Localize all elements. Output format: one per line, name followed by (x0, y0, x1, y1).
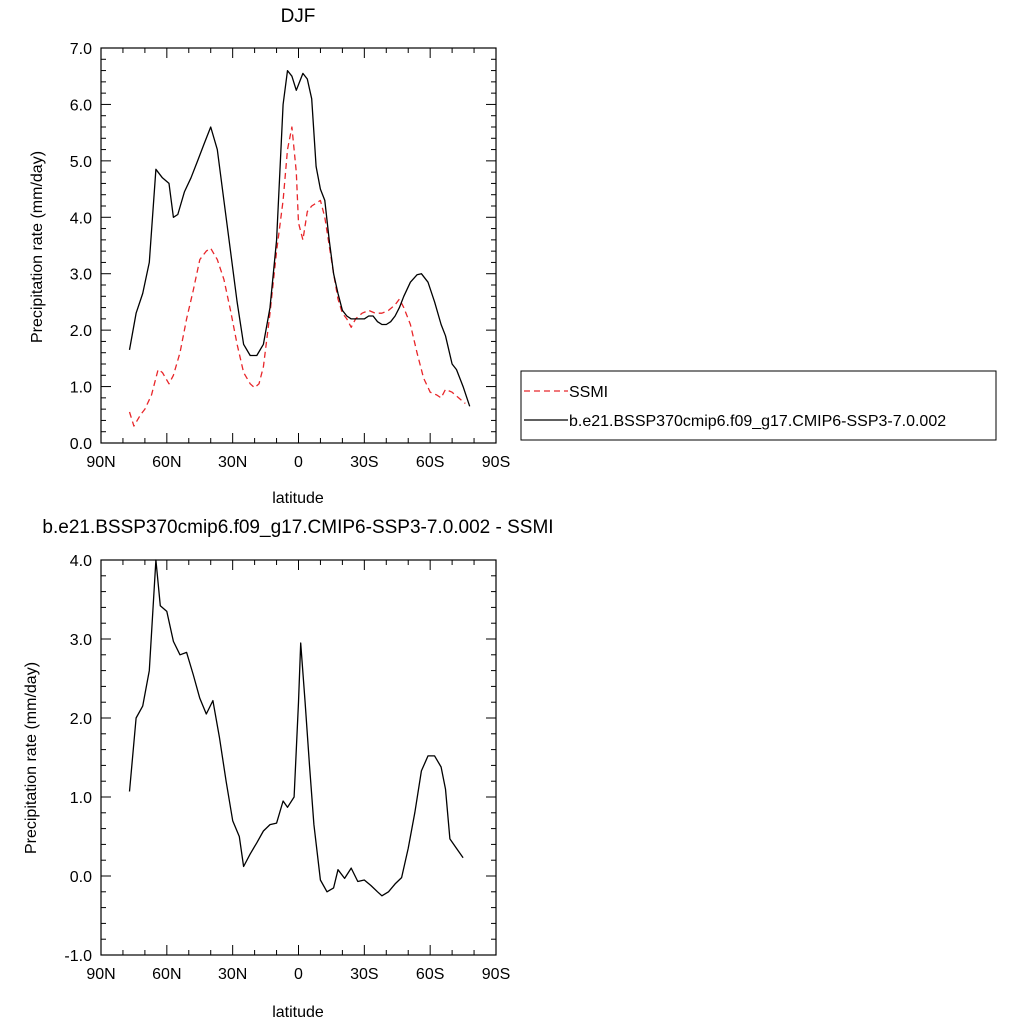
top-series-line-model (128, 69, 471, 407)
bottom-y-tick-label: 4.0 (70, 553, 92, 570)
bottom-chart-title: b.e21.BSSP370cmip6.f09_g17.CMIP6-SSP3-7.… (42, 517, 553, 538)
top-y-tick-label: 2.0 (70, 323, 92, 340)
top-series-line-ssmi (128, 126, 466, 427)
top-x-tick-label: 30S (350, 454, 378, 471)
bottom-x-tick-label: 60S (416, 966, 444, 983)
bottom-x-axis-title: latitude (272, 1004, 324, 1021)
top-y-tick-label: 4.0 (70, 210, 92, 227)
top-y-tick-label: 3.0 (70, 267, 92, 284)
bottom-plot-frame (100, 559, 497, 956)
bottom-y-tick-label: 2.0 (70, 711, 92, 728)
bottom-panel: b.e21.BSSP370cmip6.f09_g17.CMIP6-SSP3-7.… (23, 517, 554, 1021)
bottom-y-tick-label: 0.0 (70, 869, 92, 886)
legend-label-model: b.e21.BSSP370cmip6.f09_g17.CMIP6-SSP3-7.… (569, 413, 946, 430)
top-panel: DJF 90N 60N 30N 0 30S 60S 90S 0.0 1.0 2.0 3.0 4.0 5.… (29, 6, 997, 507)
top-y-tick-label: 0.0 (70, 436, 92, 453)
bottom-y-tick-label: 3.0 (70, 632, 92, 649)
top-x-axis-title: latitude (272, 490, 324, 507)
bottom-x-tick-label: 90S (482, 966, 510, 983)
bottom-plot-area: 90N 60N 30N 0 30S 60S 90S -1.0 0.0 1.0 2.0 3.0 4.0 (64, 553, 510, 983)
top-y-axis-title: Precipitation rate (mm/day) (29, 151, 46, 343)
top-y-tick-label: 7.0 (70, 41, 92, 58)
legend-label-ssmi: SSMI (569, 384, 608, 401)
legend-box (520, 370, 997, 441)
bottom-y-tick-label: 1.0 (70, 790, 92, 807)
top-y-tick-label: 5.0 (70, 154, 92, 171)
bottom-x-tick-label: 90N (86, 966, 115, 983)
top-chart-title: DJF (281, 6, 316, 27)
top-x-tick-label: 60S (416, 454, 444, 471)
top-x-tick-label: 0 (294, 454, 303, 471)
top-x-tick-label: 60N (152, 454, 181, 471)
top-y-tick-label: 6.0 (70, 97, 92, 114)
top-x-tick-label: 30N (218, 454, 247, 471)
top-x-tick-label: 90S (482, 454, 510, 471)
top-plot-area: 90N 60N 30N 0 30S 60S 90S 0.0 1.0 2.0 3.0 4.0 5.0 6.0… (70, 41, 510, 471)
top-plot-frame (100, 47, 497, 444)
legend: SSMI b.e21.BSSP370cmip6.f09_g17.CMIP6-SS… (520, 370, 997, 441)
bottom-series-line-difference (128, 559, 464, 897)
bottom-x-tick-label: 60N (152, 966, 181, 983)
top-x-tick-label: 90N (86, 454, 115, 471)
bottom-x-tick-label: 0 (294, 966, 303, 983)
top-y-tick-label: 1.0 (70, 380, 92, 397)
bottom-y-tick-label: -1.0 (64, 948, 92, 965)
bottom-x-tick-label: 30S (350, 966, 378, 983)
bottom-x-tick-label: 30N (218, 966, 247, 983)
bottom-y-axis-title: Precipitation rate (mm/day) (23, 662, 40, 854)
